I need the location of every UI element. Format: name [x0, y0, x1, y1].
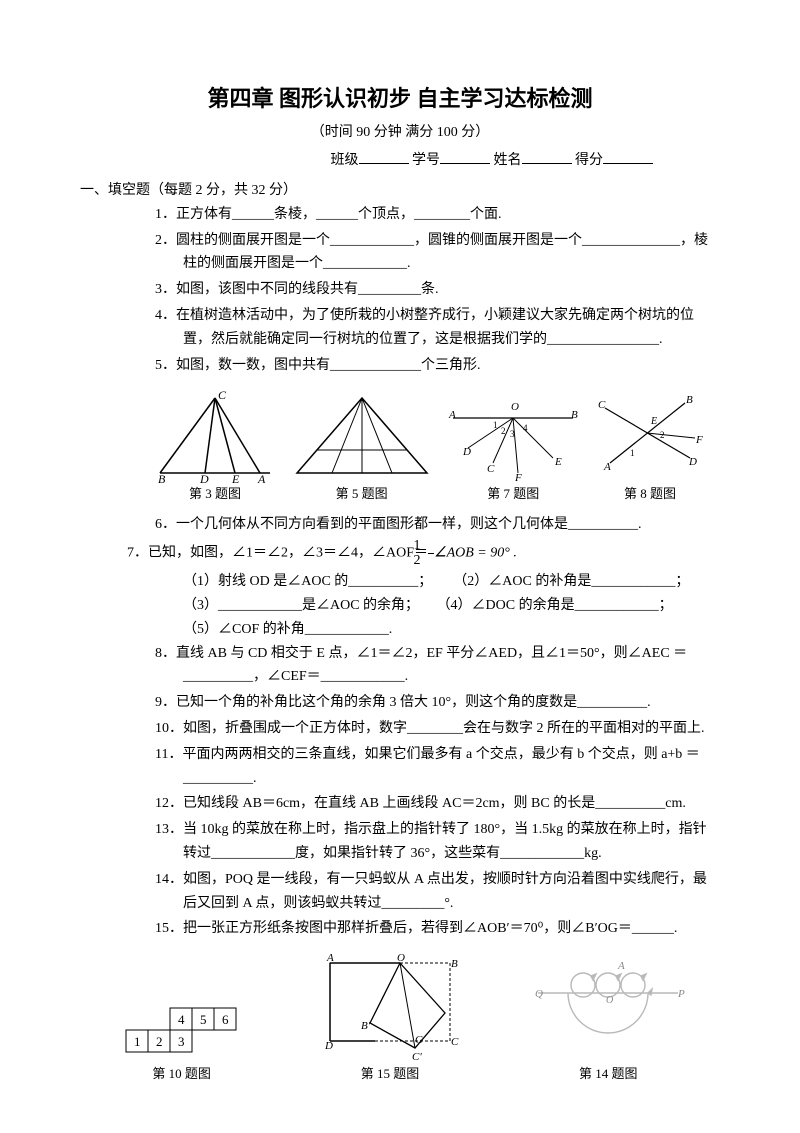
svg-text:3: 3 [178, 1034, 185, 1049]
q7-5: （5）∠COF 的补角____________. [155, 618, 720, 642]
svg-text:C: C [487, 463, 495, 475]
svg-text:D: D [688, 456, 697, 468]
svg-text:C′: C′ [412, 1051, 422, 1063]
q10: 10．如图，折叠围成一个正方体时，数字________会在与数字 2 所在的平面… [155, 717, 720, 741]
svg-text:4: 4 [178, 1012, 185, 1027]
svg-text:D: D [462, 446, 471, 458]
svg-text:P: P [677, 988, 685, 1000]
q2: 2．圆柱的侧面展开图是一个____________，圆锥的侧面展开图是一个___… [155, 229, 720, 277]
svg-text:C: C [451, 1036, 459, 1048]
svg-text:A: A [603, 461, 611, 473]
q4: 4．在植树造林活动中，为了使所栽的小树整齐成行，小颖建议大家先确定两个树坑的位置… [155, 304, 720, 352]
figure-q15: A O B D B′ C′ G C 第 15 题图 [315, 953, 465, 1085]
svg-text:C: C [598, 399, 606, 411]
svg-text:D: D [324, 1040, 333, 1052]
svg-text:1: 1 [493, 420, 498, 430]
svg-text:6: 6 [222, 1012, 229, 1027]
svg-text:A: A [257, 472, 266, 483]
svg-text:2: 2 [501, 426, 506, 436]
svg-text:Q: Q [535, 988, 543, 1000]
q11: 11．平面内两两相交的三条直线，如果它们最多有 a 个交点，最少有 b 个交点，… [155, 743, 720, 791]
svg-text:1: 1 [134, 1034, 141, 1049]
svg-text:O: O [511, 401, 519, 413]
figure-q10: 4 5 6 1 2 3 第 10 题图 [112, 998, 252, 1085]
svg-text:B: B [571, 409, 578, 421]
svg-text:B: B [686, 394, 693, 406]
svg-text:E: E [231, 472, 240, 483]
q7-3: （3）____________是∠AOC 的余角； （4）∠DOC 的余角是__… [155, 594, 720, 618]
figure-q8: C B E 2 1 A D F 第 8 题图 [590, 388, 710, 505]
svg-text:F: F [514, 472, 522, 483]
svg-text:A: A [617, 960, 625, 972]
svg-text:E: E [554, 456, 562, 468]
section-1-heading: 一、填空题（每题 2 分，共 32 分） [80, 179, 720, 203]
svg-text:F: F [695, 434, 703, 446]
svg-text:5: 5 [200, 1012, 207, 1027]
q8: 8．直线 AB 与 CD 相交于 E 点，∠1＝∠2，EF 平分∠AED，且∠1… [155, 642, 720, 690]
figure-q14: Q P O A 第 14 题图 [528, 953, 688, 1085]
svg-text:1: 1 [630, 448, 635, 458]
figure-q5: 第 5 题图 [287, 388, 437, 505]
q12: 12．已知线段 AB＝6cm，在直线 AB 上画线段 AC＝2cm，则 BC 的… [155, 792, 720, 816]
svg-text:B′: B′ [361, 1020, 371, 1032]
svg-text:B: B [158, 472, 166, 483]
svg-text:D: D [199, 472, 209, 483]
svg-text:B: B [451, 958, 458, 970]
page-title: 第四章 图形认识初步 自主学习达标检测 [80, 80, 720, 117]
q7: 7．已知，如图，∠1＝∠2，∠3＝∠4，∠AOF＝12∠AOB = 90° . [127, 539, 720, 568]
svg-text:2: 2 [660, 430, 665, 440]
q15: 15．把一张正方形纸条按图中那样折叠后，若得到∠AOB′＝70⁰，则∠B′OG＝… [155, 917, 720, 941]
q13: 13．当 10kg 的菜放在称上时，指示盘上的指针转了 180°，当 1.5kg… [155, 818, 720, 866]
figure-q7: A O B D C F E 1 2 3 4 第 7 题图 [443, 388, 583, 505]
student-info: 班级 学号 姓名 得分 [80, 149, 720, 173]
svg-text:C: C [218, 388, 227, 402]
q7-1: （1）射线 OD 是∠AOC 的__________； （2）∠AOC 的补角是… [155, 570, 720, 594]
q14: 14．如图，POQ 是一线段，有一只蚂蚁从 A 点出发，按顺时针方向沿着图中实线… [155, 868, 720, 916]
svg-text:O: O [397, 953, 405, 964]
q3: 3．如图，该图中不同的线段共有_________条. [155, 278, 720, 302]
svg-text:4: 4 [523, 423, 528, 433]
svg-text:E: E [650, 416, 657, 427]
svg-text:A: A [326, 953, 334, 964]
svg-text:G: G [415, 1034, 423, 1046]
svg-text:A: A [448, 409, 456, 421]
q9: 9．已知一个角的补角比这个角的余角 3 倍大 10°，则这个角的度数是_____… [155, 691, 720, 715]
svg-text:2: 2 [156, 1034, 163, 1049]
svg-text:3: 3 [510, 429, 515, 439]
subtitle: （时间 90 分钟 满分 100 分） [80, 121, 720, 145]
svg-text:O: O [606, 995, 613, 1006]
q5: 5．如图，数一数，图中共有_____________个三角形. [155, 354, 720, 378]
figure-q3: B D E A C 第 3 题图 [150, 383, 280, 505]
q1: 1．正方体有______条棱，______个顶点，________个面. [155, 203, 720, 227]
q6: 6．一个几何体从不同方向看到的平面图形都一样，则这个几何体是__________… [155, 513, 720, 537]
